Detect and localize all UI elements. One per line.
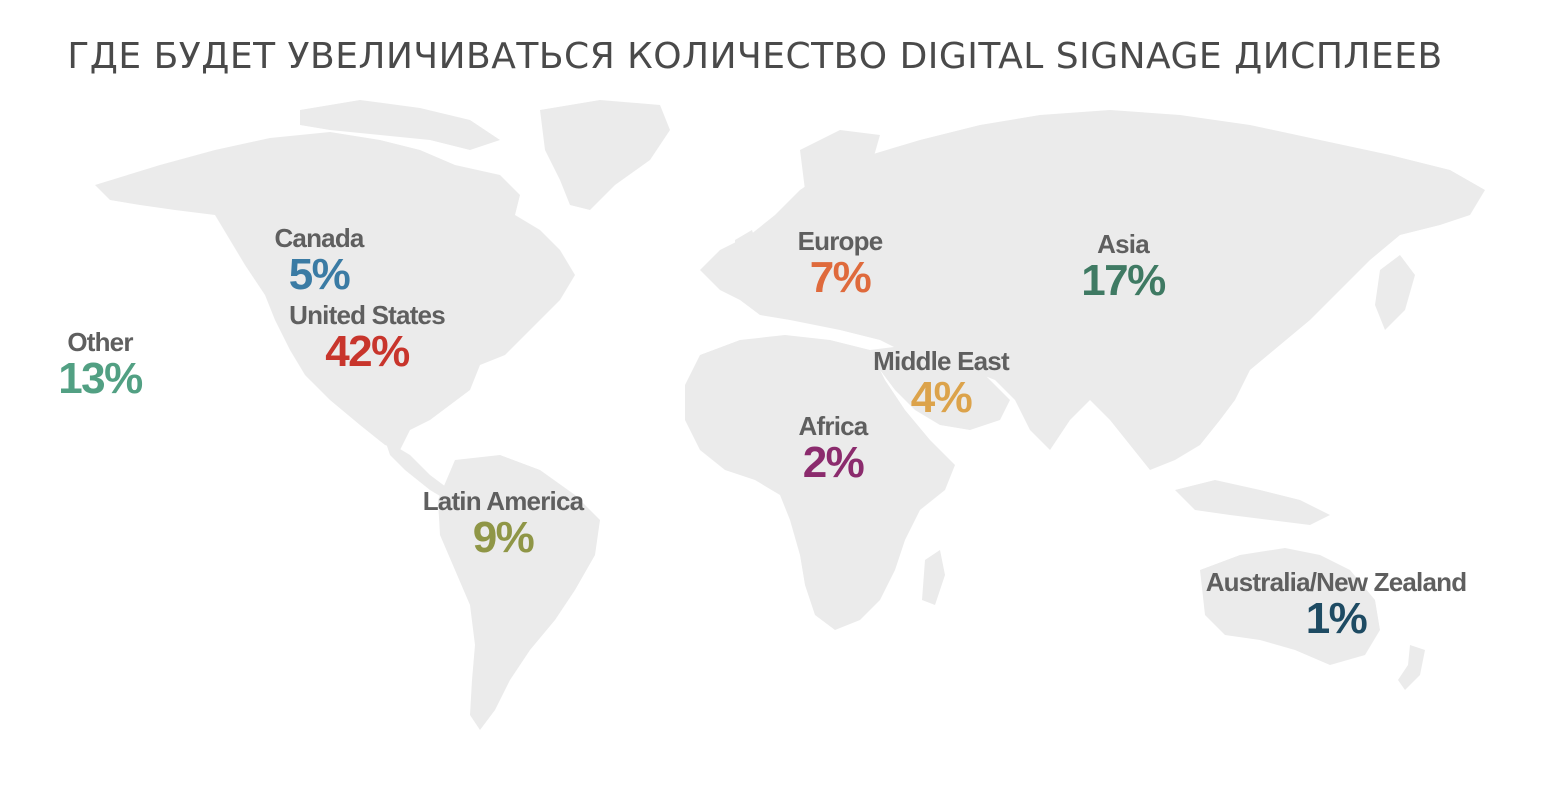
region-name-united-states: United States — [289, 300, 446, 330]
africa-landmass — [685, 335, 955, 630]
south-america-landmass — [438, 455, 600, 730]
new-zealand-landmass — [1398, 645, 1425, 690]
region-europe: Europe 7% — [797, 226, 884, 302]
region-name-europe: Europe — [797, 226, 884, 256]
region-value-asia: 17% — [1081, 256, 1166, 305]
region-canada: Canada 5% — [274, 223, 364, 299]
region-value-europe: 7% — [809, 253, 872, 302]
region-name-asia: Asia — [1097, 229, 1150, 259]
region-name-latin-america: Latin America — [422, 486, 584, 516]
region-latin-america: Latin America 9% — [423, 487, 584, 561]
britain-landmass — [735, 230, 760, 275]
region-united-states: United States 42% — [289, 300, 446, 376]
region-name-canada: Canada — [274, 223, 364, 253]
north-america-landmass — [95, 132, 575, 450]
region-value-africa: 2% — [802, 438, 865, 487]
region-name-australia-new-zealand: Australia/New Zealand — [1205, 567, 1467, 597]
region-value-middle-east: 4% — [910, 373, 973, 422]
greenland-landmass — [540, 100, 670, 210]
region-value-latin-america: 9% — [472, 513, 535, 562]
region-asia: Asia 17% — [1081, 229, 1166, 305]
region-value-canada: 5% — [288, 250, 351, 299]
southeast-asia-landmass — [1175, 480, 1330, 525]
madagascar-landmass — [922, 550, 945, 605]
eurasia-landmass — [700, 110, 1485, 470]
middle-east-landmass — [870, 345, 1010, 430]
scandinavia-landmass — [800, 130, 880, 210]
region-value-other: 13% — [58, 354, 143, 403]
region-value-united-states: 42% — [325, 327, 410, 376]
region-other: Other 13% — [58, 327, 143, 403]
region-middle-east: Middle East 4% — [873, 347, 1009, 421]
japan-landmass — [1375, 255, 1415, 330]
land-masses — [95, 100, 1485, 730]
region-australia-new-zealand: Australia/New Zealand 1% — [1206, 568, 1467, 642]
region-name-other: Other — [67, 327, 133, 357]
region-africa: Africa 2% — [798, 411, 869, 487]
region-name-africa: Africa — [798, 411, 869, 441]
arctic-islands-landmass — [300, 100, 500, 150]
region-name-middle-east: Middle East — [873, 346, 1009, 376]
page-title: ГДЕ БУДЕТ УВЕЛИЧИВАТЬСЯ КОЛИЧЕСТВО DIGIT… — [67, 36, 1443, 77]
australia-landmass — [1200, 548, 1380, 665]
region-value-australia-new-zealand: 1% — [1305, 594, 1368, 643]
